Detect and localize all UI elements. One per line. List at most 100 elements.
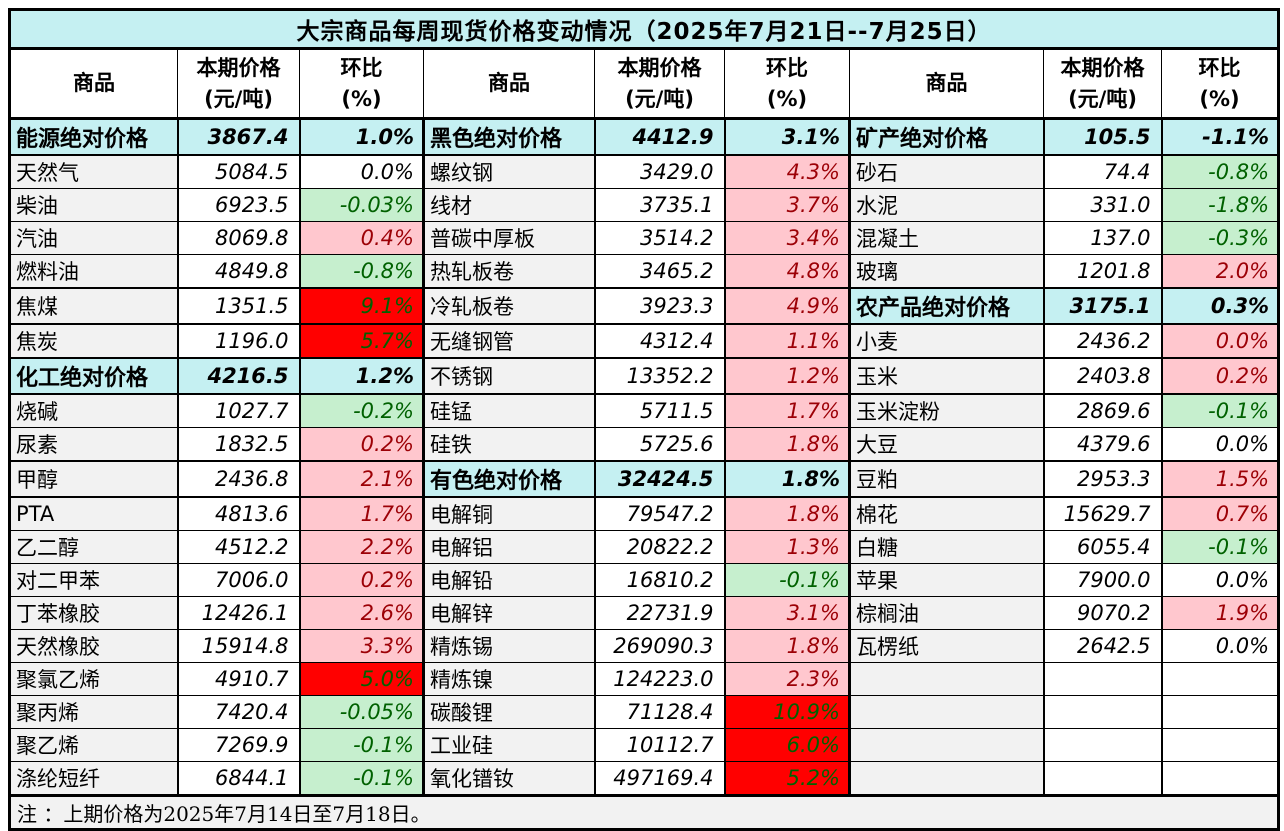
section-name-cell: 矿产绝对价格 (848, 117, 1044, 156)
pct-change-cell: 0.7% (1160, 496, 1281, 531)
commodity-name-cell: 聚乙烯 (8, 728, 178, 762)
pct-change-cell: 5.2% (723, 761, 851, 796)
price-cell: 6923.5 (176, 188, 300, 222)
price-cell: 5725.6 (593, 427, 725, 462)
table-row: 能源绝对价格 3867.4 1.0% 黑色绝对价格 4412.9 3.1% 矿产绝对价格 10… (8, 117, 1281, 156)
page-title: 大宗商品每周现货价格变动情况（2025年7月21日--7月25日） (8, 9, 1280, 50)
section-name-cell: 黑色绝对价格 (422, 117, 595, 156)
commodity-name-cell (848, 695, 1044, 729)
commodity-name-cell: 涤纶短纤 (8, 761, 178, 796)
commodity-name-cell: 棕榈油 (848, 596, 1044, 630)
col-header-price-line2: (元/吨) (625, 86, 694, 111)
price-cell (1042, 695, 1162, 729)
pct-change-cell: 1.8% (723, 629, 851, 663)
title-row: 大宗商品每周现货价格变动情况（2025年7月21日--7月25日） (8, 9, 1280, 50)
commodity-name-cell: 丁苯橡胶 (8, 596, 178, 630)
price-cell: 3175.1 (1042, 287, 1162, 325)
table-row: 烧碱 1027.7 -0.2% 硅锰 5711.5 1.7% 玉米淀粉 2869.6 -0.1% (8, 393, 1281, 428)
commodity-name-cell: 柴油 (8, 188, 178, 222)
commodity-name-cell: 尿素 (8, 427, 178, 462)
price-cell: 7006.0 (176, 563, 300, 597)
commodity-name-cell: 电解铅 (422, 563, 595, 597)
commodity-name-cell: 焦炭 (8, 323, 178, 359)
price-cell: 3465.2 (593, 254, 725, 289)
price-cell (1042, 761, 1162, 796)
price-cell: 1351.5 (176, 287, 300, 325)
pct-change-cell: 5.7% (298, 323, 425, 359)
pct-change-cell: 9.1% (298, 287, 425, 325)
price-cell: 4216.5 (176, 357, 300, 395)
pct-change-cell: -0.3% (1160, 221, 1281, 255)
price-cell: 4412.9 (593, 117, 725, 156)
commodity-name-cell: 冷轧板卷 (422, 287, 595, 325)
col-header-commodity: 商品 (849, 48, 1044, 120)
price-cell: 7420.4 (176, 695, 300, 729)
commodity-name-cell: 对二甲苯 (8, 563, 178, 597)
price-cell: 2436.2 (1042, 323, 1162, 359)
table-row: PTA 4813.6 1.7% 电解铜 79547.2 1.8% 棉花 15629.7 0.7% (8, 496, 1281, 531)
commodity-name-cell: 工业硅 (422, 728, 595, 762)
price-cell: 1196.0 (176, 323, 300, 359)
price-cell: 105.5 (1042, 117, 1162, 156)
header-row: 商品 本期价格 (元/吨) 环比 (%) 商品 本期价格 (元/吨) 环比 (%… (9, 48, 1280, 120)
col-header-price-line1: 本期价格 (196, 56, 281, 81)
price-cell: 3514.2 (593, 221, 725, 255)
pct-change-cell: 0.0% (1160, 427, 1281, 462)
pct-change-cell: -1.1% (1160, 117, 1281, 156)
commodity-name-cell: 热轧板卷 (422, 254, 595, 289)
price-cell: 124223.0 (593, 662, 725, 696)
price-cell: 20822.2 (593, 530, 725, 564)
commodity-name-cell: 焦煤 (8, 287, 178, 325)
price-cell: 32424.5 (593, 460, 725, 498)
commodity-name-cell: 硅锰 (422, 393, 595, 428)
commodity-name-cell (848, 761, 1044, 796)
price-cell: 15914.8 (176, 629, 300, 663)
pct-change-cell: 1.9% (1160, 596, 1281, 630)
price-cell: 3735.1 (593, 188, 725, 222)
footnote-row: 注 ：上期价格为2025年7月14日至7月18日。 (8, 794, 1280, 830)
pct-change-cell: 0.0% (1160, 563, 1281, 597)
table-row: 燃料油 4849.8 -0.8% 热轧板卷 3465.2 4.8% 玻璃 1201.8 2.0% (8, 254, 1281, 289)
price-cell: 1201.8 (1042, 254, 1162, 289)
price-cell: 2642.5 (1042, 629, 1162, 663)
commodity-name-cell: 电解铝 (422, 530, 595, 564)
pct-change-cell: 0.0% (1160, 629, 1281, 663)
price-cell: 74.4 (1042, 154, 1162, 189)
pct-change-cell: 3.4% (723, 221, 851, 255)
price-cell: 7269.9 (176, 728, 300, 762)
commodity-name-cell: 水泥 (848, 188, 1044, 222)
pct-change-cell: 0.2% (1160, 357, 1281, 395)
commodity-name-cell: 玉米淀粉 (848, 393, 1044, 428)
col-header-price: 本期价格 (元/吨) (1043, 48, 1162, 120)
price-cell: 16810.2 (593, 563, 725, 597)
price-cell: 13352.2 (593, 357, 725, 395)
commodity-name-cell: 白糖 (848, 530, 1044, 564)
col-header-pct-line2: (%) (1199, 86, 1240, 111)
price-cell: 79547.2 (593, 496, 725, 531)
commodity-name-cell: 电解铜 (422, 496, 595, 531)
pct-change-cell (1160, 728, 1281, 762)
commodity-name-cell: 玉米 (848, 357, 1044, 395)
commodity-name-cell: 精炼锡 (422, 629, 595, 663)
col-header-pct-line2: (%) (766, 86, 808, 111)
commodity-name-cell: 大豆 (848, 427, 1044, 462)
pct-change-cell: 1.0% (298, 117, 425, 156)
pct-change-cell: 1.8% (723, 460, 851, 498)
table-row: 涤纶短纤 6844.1 -0.1% 氧化镨钕 497169.4 5.2% (8, 761, 1281, 796)
pct-change-cell: 0.0% (298, 154, 425, 189)
col-header-price-line1: 本期价格 (1060, 56, 1145, 81)
commodity-name-cell: 天然气 (8, 154, 178, 189)
commodity-name-cell: 无缝钢管 (422, 323, 595, 359)
commodity-name-cell: 天然橡胶 (8, 629, 178, 663)
commodity-name-cell: 硅铁 (422, 427, 595, 462)
pct-change-cell: 2.0% (1160, 254, 1281, 289)
price-cell: 12426.1 (176, 596, 300, 630)
price-cell: 331.0 (1042, 188, 1162, 222)
pct-change-cell: -0.2% (298, 393, 425, 428)
price-cell: 2436.8 (176, 460, 300, 498)
price-cell: 10112.7 (593, 728, 725, 762)
price-cell: 15629.7 (1042, 496, 1162, 531)
price-cell: 3867.4 (176, 117, 300, 156)
price-cell: 6844.1 (176, 761, 300, 796)
commodity-name-cell: 螺纹钢 (422, 154, 595, 189)
